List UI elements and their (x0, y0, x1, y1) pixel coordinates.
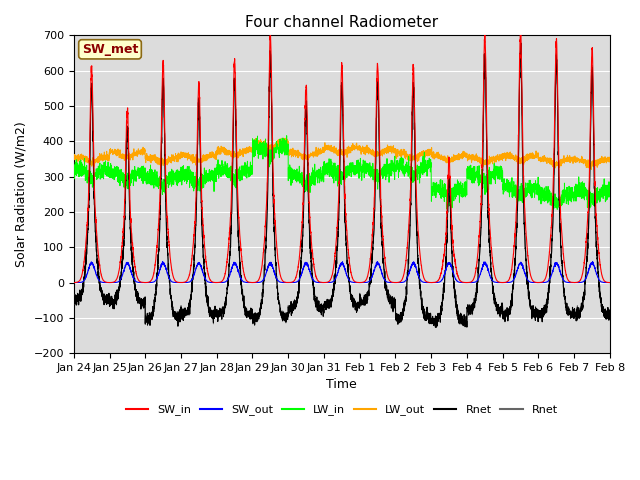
X-axis label: Time: Time (326, 378, 357, 392)
Legend: SW_in, SW_out, LW_in, LW_out, Rnet, Rnet: SW_in, SW_out, LW_in, LW_out, Rnet, Rnet (122, 400, 562, 420)
Y-axis label: Solar Radiation (W/m2): Solar Radiation (W/m2) (15, 121, 28, 267)
Text: SW_met: SW_met (82, 43, 138, 56)
Title: Four channel Radiometer: Four channel Radiometer (245, 15, 438, 30)
